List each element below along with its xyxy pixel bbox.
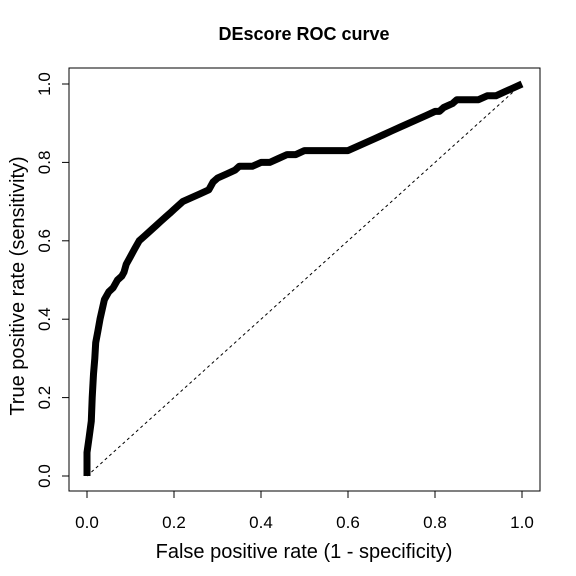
x-tick-label: 1.0 — [510, 513, 534, 532]
roc-curve-line — [83, 80, 524, 476]
y-tick-label: 0.6 — [35, 229, 54, 253]
plot-area — [83, 80, 524, 477]
y-tick-label: 0.2 — [35, 386, 54, 410]
x-tick-label: 0.2 — [162, 513, 186, 532]
y-tick-label: 0.0 — [35, 464, 54, 488]
x-tick-label: 0.0 — [75, 513, 99, 532]
plot-frame — [68, 67, 541, 492]
x-tick-label: 0.8 — [423, 513, 447, 532]
x-axis-label: False positive rate (1 - specificity) — [156, 541, 453, 563]
chart-title: DEscore ROC curve — [218, 24, 389, 44]
reference-diagonal-line — [86, 83, 523, 477]
y-tick-label: 0.4 — [35, 307, 54, 331]
y-axis-label: True positive rate (sensitivity) — [7, 156, 29, 415]
y-tick-label: 1.0 — [35, 72, 54, 96]
y-tick-label: 0.8 — [35, 151, 54, 175]
axes: 0.0 0.2 0.4 0.6 0.8 1.0 0.0 0.2 0.4 0.6 0.8 1.0 — [35, 72, 534, 532]
x-tick-label: 0.4 — [249, 513, 273, 532]
x-tick-label: 0.6 — [336, 513, 360, 532]
